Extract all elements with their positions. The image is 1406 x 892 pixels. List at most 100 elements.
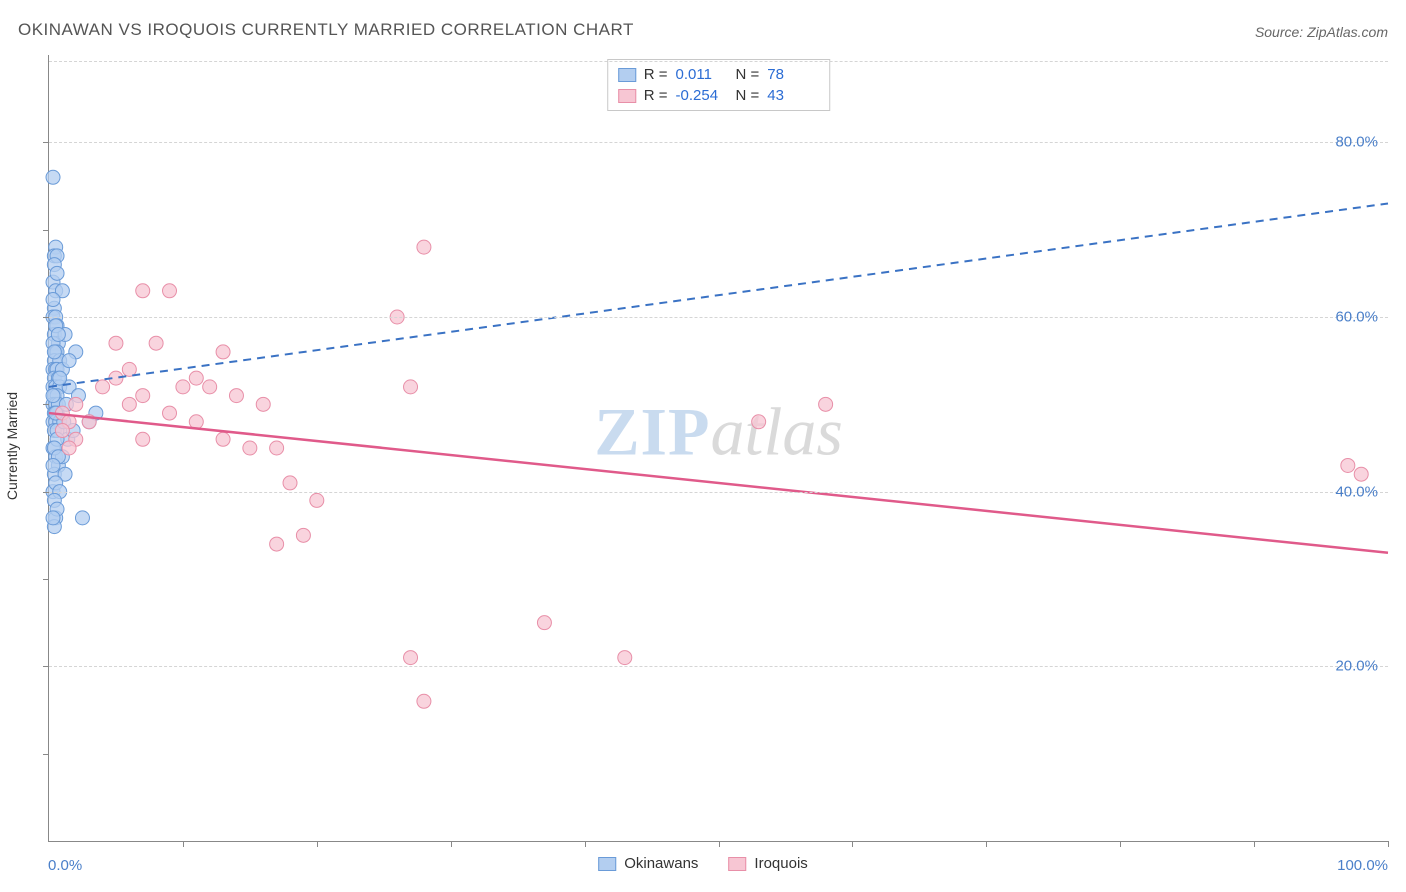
n-label: N =	[736, 66, 760, 83]
correlation-legend: R =0.011N =78R =-0.254N =43	[607, 59, 831, 111]
x-tick-mark	[852, 841, 853, 847]
data-point	[136, 432, 150, 446]
chart-container: OKINAWAN VS IROQUOIS CURRENTLY MARRIED C…	[0, 0, 1406, 892]
data-point	[229, 389, 243, 403]
legend-swatch	[618, 89, 636, 103]
n-value: 78	[767, 66, 819, 83]
legend-swatch	[598, 857, 616, 871]
data-point	[752, 415, 766, 429]
y-tick-label: 80.0%	[1335, 134, 1378, 151]
data-point	[404, 651, 418, 665]
legend-item: Iroquois	[728, 855, 807, 872]
data-point	[46, 389, 60, 403]
data-point	[1341, 458, 1355, 472]
r-value: 0.011	[676, 66, 728, 83]
y-axis-label: Currently Married	[4, 392, 20, 500]
data-point	[149, 336, 163, 350]
x-tick-mark	[986, 841, 987, 847]
data-point	[618, 651, 632, 665]
data-point	[270, 537, 284, 551]
y-tick-mark	[43, 579, 49, 580]
y-tick-label: 40.0%	[1335, 483, 1378, 500]
data-point	[404, 380, 418, 394]
data-point	[46, 293, 60, 307]
x-tick-mark	[585, 841, 586, 847]
legend-series-name: Iroquois	[754, 855, 807, 872]
r-label: R =	[644, 87, 668, 104]
data-point	[46, 511, 60, 525]
legend-swatch	[728, 857, 746, 871]
data-point	[62, 354, 76, 368]
grid-line	[49, 142, 1388, 143]
data-point	[256, 397, 270, 411]
data-point	[46, 170, 60, 184]
x-axis-min-label: 0.0%	[48, 857, 82, 874]
grid-line	[49, 666, 1388, 667]
r-label: R =	[644, 66, 668, 83]
data-point	[243, 441, 257, 455]
data-point	[216, 432, 230, 446]
plot-area: ZIPatlas R =0.011N =78R =-0.254N =43 20.…	[48, 55, 1388, 842]
plot-svg	[49, 55, 1388, 841]
data-point	[109, 336, 123, 350]
x-tick-mark	[317, 841, 318, 847]
data-point	[96, 380, 110, 394]
data-point	[296, 528, 310, 542]
y-tick-mark	[43, 142, 49, 143]
data-point	[203, 380, 217, 394]
y-tick-mark	[43, 317, 49, 318]
x-tick-mark	[1388, 841, 1389, 847]
data-point	[310, 493, 324, 507]
data-point	[53, 371, 67, 385]
data-point	[51, 327, 65, 341]
data-point	[819, 397, 833, 411]
x-axis-max-label: 100.0%	[1337, 857, 1388, 874]
y-tick-mark	[43, 666, 49, 667]
y-tick-mark	[43, 404, 49, 405]
grid-line	[49, 492, 1388, 493]
data-point	[122, 397, 136, 411]
y-tick-mark	[43, 754, 49, 755]
data-point	[75, 511, 89, 525]
x-tick-mark	[719, 841, 720, 847]
trend-line	[49, 413, 1388, 553]
data-point	[163, 406, 177, 420]
data-point	[62, 441, 76, 455]
data-point	[163, 284, 177, 298]
series-legend: Okinawans Iroquois	[598, 855, 808, 872]
y-tick-label: 20.0%	[1335, 658, 1378, 675]
legend-swatch	[618, 68, 636, 82]
data-point	[417, 240, 431, 254]
x-tick-mark	[1254, 841, 1255, 847]
x-tick-mark	[183, 841, 184, 847]
legend-stat-row: R =-0.254N =43	[618, 85, 820, 106]
r-value: -0.254	[676, 87, 728, 104]
legend-series-name: Okinawans	[624, 855, 698, 872]
data-point	[1354, 467, 1368, 481]
data-point	[50, 266, 64, 280]
data-point	[69, 397, 83, 411]
data-point	[537, 616, 551, 630]
data-point	[216, 345, 230, 359]
data-point	[283, 476, 297, 490]
data-point	[136, 389, 150, 403]
data-point	[189, 371, 203, 385]
data-point	[417, 694, 431, 708]
n-value: 43	[767, 87, 819, 104]
data-point	[47, 345, 61, 359]
chart-title: OKINAWAN VS IROQUOIS CURRENTLY MARRIED C…	[18, 20, 634, 40]
data-point	[46, 458, 60, 472]
data-point	[270, 441, 284, 455]
y-tick-mark	[43, 492, 49, 493]
y-tick-mark	[43, 230, 49, 231]
trend-line	[49, 203, 1388, 386]
x-tick-mark	[451, 841, 452, 847]
grid-line	[49, 317, 1388, 318]
grid-line	[49, 61, 1388, 62]
source-label: Source: ZipAtlas.com	[1255, 24, 1388, 40]
y-tick-label: 60.0%	[1335, 309, 1378, 326]
data-point	[55, 424, 69, 438]
legend-stat-row: R = 0.011 N = 78	[618, 64, 820, 85]
data-point	[176, 380, 190, 394]
x-tick-mark	[1120, 841, 1121, 847]
